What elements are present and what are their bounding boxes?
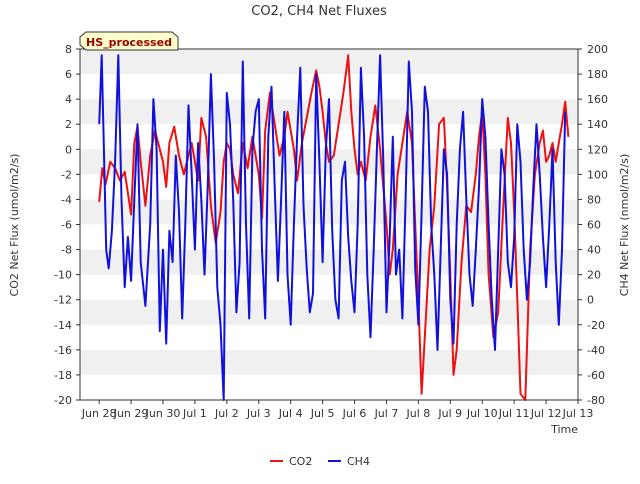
left-y-tick-label: -16 bbox=[54, 344, 72, 357]
left-y-tick-label: 0 bbox=[65, 143, 72, 156]
right-y-tick-label: 60 bbox=[587, 219, 601, 232]
x-tick-label: Jul 1 bbox=[182, 407, 207, 420]
x-tick-label: Jul 3 bbox=[246, 407, 271, 420]
left-y-tick-label: -14 bbox=[54, 319, 72, 332]
right-y-tick-label: 20 bbox=[587, 269, 601, 282]
right-y-tick-label: 120 bbox=[587, 143, 608, 156]
badge-label: HS_processed bbox=[86, 36, 172, 49]
right-y-tick-label: 0 bbox=[587, 294, 594, 307]
right-y-tick-label: 180 bbox=[587, 68, 608, 81]
x-tick-label: Jun 30 bbox=[145, 407, 181, 420]
series-line-ch4 bbox=[98, 54, 567, 401]
grid-band bbox=[80, 199, 578, 225]
grid-band bbox=[80, 324, 578, 350]
grid-band bbox=[80, 74, 578, 100]
left-y-tick-label: -18 bbox=[54, 369, 72, 382]
x-tick-label: Jul 7 bbox=[374, 407, 399, 420]
right-y-tick-label: 200 bbox=[587, 43, 608, 56]
right-y-tick-label: 100 bbox=[587, 168, 608, 181]
badge-box bbox=[79, 31, 179, 51]
legend-label-ch4: CH4 bbox=[347, 455, 370, 468]
x-tick-label: Jun 28 bbox=[81, 407, 117, 420]
left-y-tick-label: 2 bbox=[65, 118, 72, 131]
x-tick-label: Jul 5 bbox=[310, 407, 335, 420]
grid-band bbox=[80, 49, 578, 75]
left-y-tick-label: 8 bbox=[65, 43, 72, 56]
x-tick-label: Jun 29 bbox=[113, 407, 149, 420]
processing-badge: HS_processed bbox=[79, 31, 179, 51]
right-y-tick-label: 160 bbox=[587, 93, 608, 106]
legend-label-co2: CO2 bbox=[289, 455, 312, 468]
x-tick-label: Jul 13 bbox=[562, 407, 594, 420]
right-y-tick-label: 80 bbox=[587, 193, 601, 206]
grid-band bbox=[80, 174, 578, 200]
left-y-tick-label: -12 bbox=[54, 294, 72, 307]
left-y-tick-label: -2 bbox=[61, 168, 72, 181]
left-y-tick-label: -10 bbox=[54, 269, 72, 282]
left-y-tick-label: 4 bbox=[65, 93, 72, 106]
right-y-axis: -80 -60 -40 -20 0 20 40 60 80 100 120 140 160 180 200 bbox=[578, 43, 608, 407]
grid-bands bbox=[80, 49, 578, 400]
x-tick-label: Jul 12 bbox=[530, 407, 562, 420]
left-y-axis-label: CO2 Net Flux (umol/m2/s) bbox=[8, 154, 21, 297]
right-y-axis-label: CH4 Net Flux (nmol/m2/s) bbox=[618, 154, 631, 297]
x-tick-label: Jul 8 bbox=[405, 407, 430, 420]
x-tick-label: Jul 2 bbox=[214, 407, 239, 420]
right-y-tick-label: -60 bbox=[587, 369, 605, 382]
grid-band bbox=[80, 374, 578, 400]
x-axis-label: Time bbox=[550, 423, 578, 436]
grid-band bbox=[80, 224, 578, 250]
legend: CO2 CH4 bbox=[270, 455, 370, 468]
right-y-tick-label: -80 bbox=[587, 394, 605, 407]
right-y-tick-label: -40 bbox=[587, 344, 605, 357]
right-y-tick-label: 140 bbox=[587, 118, 608, 131]
grid-band bbox=[80, 349, 578, 375]
right-y-tick-label: -20 bbox=[587, 319, 605, 332]
left-y-tick-label: -6 bbox=[61, 219, 72, 232]
x-tick-label: Jul 9 bbox=[437, 407, 462, 420]
left-y-tick-label: -20 bbox=[54, 394, 72, 407]
x-tick-label: Jul 6 bbox=[342, 407, 367, 420]
grid-band bbox=[80, 249, 578, 275]
series-layer bbox=[98, 54, 570, 401]
left-y-tick-label: -4 bbox=[61, 193, 72, 206]
left-y-tick-label: 6 bbox=[65, 68, 72, 81]
grid-band bbox=[80, 274, 578, 300]
right-y-tick-label: 40 bbox=[587, 244, 601, 257]
x-tick-label: Jul 4 bbox=[278, 407, 303, 420]
chart-title: CO2, CH4 Net Fluxes bbox=[251, 4, 387, 19]
x-tick-label: Jul 11 bbox=[498, 407, 530, 420]
x-tick-label: Jul 10 bbox=[466, 407, 498, 420]
grid-band bbox=[80, 299, 578, 325]
left-y-tick-label: -8 bbox=[61, 244, 72, 257]
